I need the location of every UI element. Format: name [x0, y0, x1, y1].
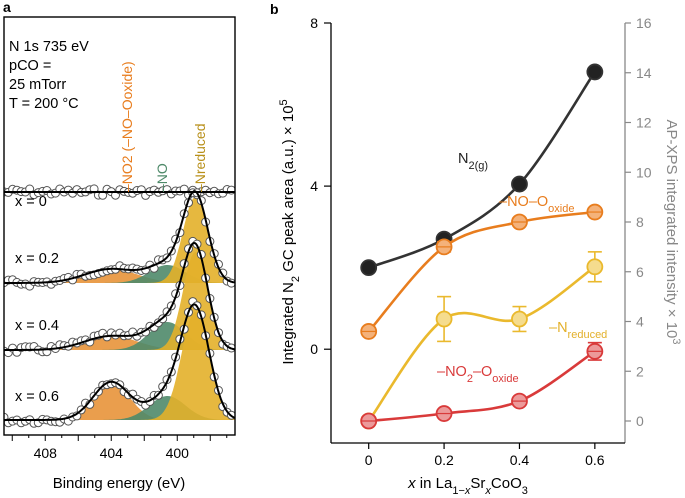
b-right-ytick-label: 2 [636, 363, 644, 379]
panel-b-plot [360, 63, 604, 430]
info-line-4: T = 200 °C [9, 96, 79, 112]
b-right-ytick-label: 16 [636, 15, 652, 31]
spectra-fit-lines [4, 190, 235, 421]
panel-b-xlabel: x in La1−xSrxCoO3 [407, 475, 528, 497]
series-line [368, 71, 596, 269]
b-left-ytick-label: 4 [310, 178, 318, 194]
fill-no2-1 [4, 269, 235, 283]
panel-a-xticks: 408 404 400 [11, 435, 228, 461]
series-label-no-ooxide: –NO–Ooxide [499, 194, 574, 215]
spectrum-label-x02: x = 0.2 [15, 251, 59, 267]
panel-b-ticks: 0 0.2 0.4 0.6 8 4 0 16 14 12 10 8 6 4 2 0 [310, 15, 652, 468]
b-left-ytick-label: 8 [310, 15, 318, 31]
b-left-ytick-label: 0 [310, 341, 318, 357]
fit-line-1 [4, 190, 235, 284]
fill-nreduced-1 [4, 197, 235, 283]
a-xtick-label: 408 [34, 445, 58, 461]
spectrum-label-x0: x = 0 [15, 194, 47, 210]
series-label-n2: N2(g) [458, 151, 488, 172]
panel-b-left-ylabel: Integrated N2 GC peak area (a.u.) × 105 [278, 99, 302, 364]
panel-a-xlabel: Binding energy (eV) [53, 475, 186, 492]
data-point [360, 259, 378, 277]
info-line-3: 25 mTorr [9, 77, 66, 93]
panel-a-plot [4, 184, 235, 428]
series-line [367, 265, 596, 422]
b-xtick-label: 0.2 [434, 452, 454, 468]
fit-line-2 [4, 241, 235, 351]
series-2 [360, 251, 604, 430]
series-3 [360, 341, 604, 430]
b-xtick-label: 0 [365, 452, 373, 468]
panel-b-label: b [270, 1, 279, 17]
fill-nreduced-2 [4, 252, 235, 350]
b-right-ytick-label: 12 [636, 115, 652, 131]
peak-label-nreduced: –Nreduced [192, 124, 208, 193]
b-xtick-label: 0.4 [510, 452, 530, 468]
data-point [586, 258, 604, 276]
data-point [511, 175, 528, 193]
series-line [367, 210, 595, 333]
spectrum-label-x06: x = 0.6 [15, 389, 59, 405]
spectra-component-fills [4, 197, 235, 420]
peak-label-no2: –NO2 (–NO–Ooxide) [119, 61, 135, 192]
peak-label-no: –NO [154, 163, 170, 192]
info-line-1: N 1s 735 eV [9, 39, 89, 55]
data-point [586, 63, 604, 81]
a-xtick-label: 404 [100, 445, 124, 461]
b-right-ytick-label: 8 [636, 214, 644, 230]
a-xtick-label: 400 [166, 445, 190, 461]
series-label-no2-ooxide: –NO2–Ooxide [437, 364, 519, 385]
b-right-ytick-label: 4 [636, 314, 644, 330]
series-1 [360, 203, 604, 340]
b-right-ytick-label: 14 [636, 65, 652, 81]
fit-line-3 [4, 303, 235, 421]
panel-b-right-ylabel: AP-XPS integrated intensity × 103 [663, 119, 682, 344]
b-right-ytick-label: 0 [636, 413, 644, 429]
data-point [511, 310, 528, 328]
fill-no2-2 [4, 336, 235, 350]
spectrum-label-x04: x = 0.4 [15, 318, 59, 334]
b-right-ytick-label: 6 [636, 264, 644, 280]
info-line-2: pCO = [9, 58, 51, 74]
panel-a-label: a [3, 0, 11, 15]
series-label-nreduced: –Nreduced [549, 320, 607, 341]
fill-nreduced-3 [4, 312, 235, 420]
data-point [435, 310, 453, 328]
panel-a-info-block: N 1s 735 eV pCO = 25 mTorr T = 200 °C [9, 39, 89, 112]
b-right-ytick-label: 10 [636, 164, 652, 180]
series-line [368, 350, 596, 423]
fill-no2-3 [4, 382, 235, 420]
spectra-labels: x = 0 x = 0.2 x = 0.4 x = 0.6 [15, 194, 59, 405]
b-xtick-label: 0.6 [585, 452, 605, 468]
panel-a-frame [3, 16, 236, 436]
